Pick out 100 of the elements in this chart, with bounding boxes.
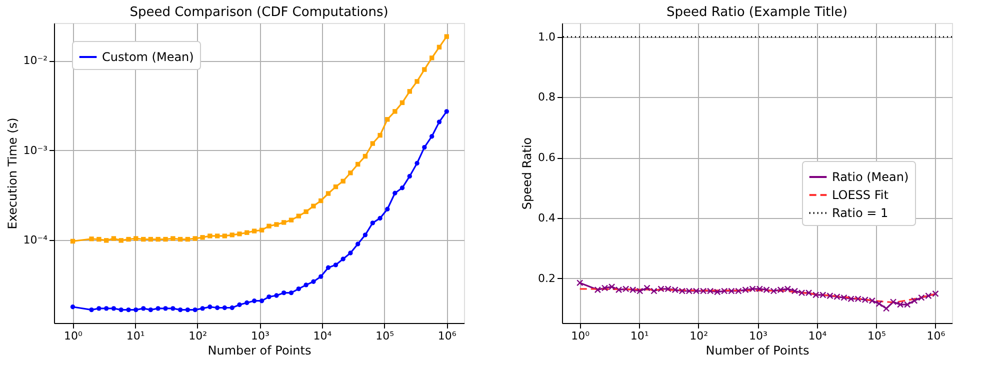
point bbox=[208, 304, 212, 310]
point bbox=[192, 307, 198, 312]
point bbox=[118, 238, 124, 243]
x-tick-label: 10⁰ bbox=[64, 330, 84, 342]
point bbox=[444, 109, 449, 114]
point bbox=[356, 242, 360, 246]
x-axis-title: Number of Points bbox=[208, 344, 312, 358]
point bbox=[274, 222, 279, 227]
point bbox=[318, 274, 324, 279]
point bbox=[318, 198, 324, 204]
point bbox=[252, 298, 257, 304]
point bbox=[429, 56, 434, 60]
point bbox=[281, 290, 286, 296]
point bbox=[348, 170, 353, 176]
point bbox=[311, 204, 316, 208]
legend-label: LOESS Fit bbox=[832, 188, 889, 202]
point bbox=[378, 132, 382, 138]
point bbox=[141, 306, 146, 311]
point bbox=[89, 236, 94, 242]
point bbox=[266, 224, 272, 228]
point bbox=[333, 262, 338, 268]
point bbox=[304, 282, 308, 288]
point bbox=[230, 232, 234, 238]
point bbox=[407, 174, 412, 179]
x-tick-label: 10⁶ bbox=[926, 330, 946, 342]
point bbox=[444, 34, 449, 39]
y-axis-title: Speed Ratio bbox=[520, 137, 534, 210]
y-tick-label: 0.6 bbox=[538, 151, 556, 164]
point bbox=[348, 250, 353, 256]
x-tick-label: 10¹ bbox=[630, 330, 649, 342]
point bbox=[170, 236, 176, 241]
point bbox=[296, 286, 302, 292]
x-tick-label: 10³ bbox=[250, 330, 270, 342]
point bbox=[252, 228, 257, 234]
point bbox=[392, 109, 398, 114]
point bbox=[304, 209, 308, 214]
point bbox=[222, 305, 228, 310]
point bbox=[288, 290, 294, 296]
point bbox=[230, 305, 234, 310]
point bbox=[178, 307, 183, 312]
point bbox=[126, 307, 131, 312]
point bbox=[192, 236, 198, 241]
point bbox=[96, 236, 102, 242]
point bbox=[185, 236, 190, 242]
point bbox=[281, 220, 286, 225]
point bbox=[288, 218, 294, 222]
point bbox=[200, 235, 205, 240]
y-tick-label: 0.8 bbox=[538, 90, 556, 104]
point bbox=[222, 234, 228, 238]
point bbox=[422, 144, 427, 150]
point bbox=[214, 234, 220, 238]
point bbox=[407, 89, 412, 94]
point bbox=[340, 178, 346, 184]
legend-label: Ratio = 1 bbox=[832, 206, 888, 220]
y-tick-label: 0.2 bbox=[538, 272, 556, 285]
point bbox=[118, 307, 124, 312]
point bbox=[126, 236, 131, 242]
point bbox=[362, 232, 368, 238]
x-tick-label: 10⁶ bbox=[438, 330, 457, 342]
point bbox=[111, 306, 116, 311]
point bbox=[170, 306, 176, 311]
x-tick-label: 10¹ bbox=[126, 330, 145, 342]
point bbox=[148, 236, 154, 242]
point bbox=[156, 236, 160, 242]
point bbox=[370, 141, 376, 146]
y-axis-title: Execution Time (s) bbox=[5, 118, 20, 230]
point bbox=[244, 230, 250, 235]
point bbox=[414, 79, 420, 84]
point bbox=[882, 305, 890, 312]
x-tick-label: 10³ bbox=[748, 330, 768, 342]
point bbox=[296, 214, 302, 218]
point bbox=[266, 294, 272, 300]
point bbox=[414, 160, 420, 166]
point bbox=[370, 220, 376, 226]
point bbox=[644, 284, 650, 292]
point bbox=[148, 307, 154, 312]
point bbox=[400, 100, 405, 106]
y-tick-label: 10⁻³ bbox=[23, 144, 48, 157]
point bbox=[178, 236, 183, 242]
x-tick-label: 10² bbox=[188, 330, 208, 342]
point bbox=[163, 236, 168, 242]
point bbox=[436, 120, 442, 124]
legend-label: Ratio (Mean) bbox=[832, 170, 909, 184]
point bbox=[356, 162, 360, 167]
point bbox=[400, 186, 405, 190]
x-tick-label: 10⁴ bbox=[313, 330, 332, 342]
point bbox=[911, 297, 918, 304]
point bbox=[385, 117, 390, 122]
legend-label: Custom (Mean) bbox=[102, 50, 194, 64]
point bbox=[274, 293, 279, 298]
x-tick-label: 10⁵ bbox=[376, 330, 394, 342]
point bbox=[392, 190, 398, 196]
point bbox=[208, 234, 212, 238]
point bbox=[259, 228, 264, 232]
chart-title: Speed Comparison (CDF Computations) bbox=[130, 5, 388, 20]
point bbox=[89, 307, 94, 312]
point bbox=[326, 265, 331, 270]
point bbox=[244, 300, 250, 306]
point bbox=[429, 134, 434, 139]
y-tick-label: 0.4 bbox=[538, 211, 556, 224]
